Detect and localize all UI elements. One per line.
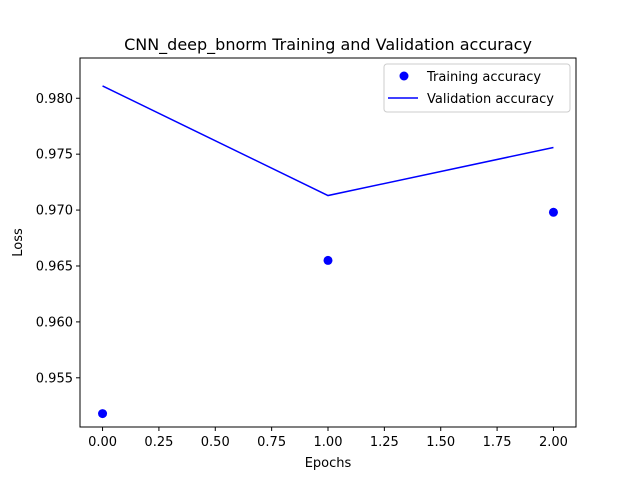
- plot-frame: [79, 57, 577, 428]
- validation-accuracy-line: [102, 85, 554, 197]
- y-tick-label: 0.960: [36, 315, 73, 330]
- x-tick-label: 0.75: [257, 435, 286, 450]
- x-tick-label: 1.75: [483, 435, 512, 450]
- y-tick-label: 0.980: [36, 92, 73, 107]
- x-axis-ticks: 0.00 0.25 0.50 0.75 1.00 1.25 1.50 1.75 2.00: [88, 427, 568, 450]
- legend-box: [383, 63, 571, 113]
- chart-title: CNN_deep_bnorm Training and Validation a…: [124, 35, 532, 55]
- training-accuracy-point: [323, 255, 333, 265]
- y-tick-label: 0.970: [36, 204, 73, 219]
- x-tick-label: 0.50: [201, 435, 230, 450]
- x-tick-label: 1.50: [426, 435, 455, 450]
- legend-training-marker: [399, 71, 409, 81]
- y-tick-label: 0.955: [36, 371, 73, 386]
- legend-training-label: Training accuracy: [426, 70, 541, 85]
- y-tick-label: 0.965: [36, 259, 73, 274]
- plot-series: [98, 85, 558, 419]
- x-tick-label: 0.00: [88, 435, 117, 450]
- x-tick-label: 0.25: [144, 435, 173, 450]
- legend: Training accuracy Validation accuracy: [383, 63, 571, 113]
- y-tick-label: 0.975: [36, 148, 73, 163]
- x-axis-label: Epochs: [305, 456, 352, 471]
- x-tick-label: 2.00: [539, 435, 568, 450]
- x-tick-label: 1.25: [370, 435, 399, 450]
- y-axis-ticks: 0.955 0.960 0.965 0.970 0.975 0.980: [36, 92, 80, 386]
- y-axis-label: Loss: [11, 228, 26, 257]
- x-tick-label: 1.00: [314, 435, 343, 450]
- legend-validation-label: Validation accuracy: [427, 92, 554, 107]
- training-accuracy-point: [98, 409, 108, 419]
- training-accuracy-point: [548, 207, 558, 217]
